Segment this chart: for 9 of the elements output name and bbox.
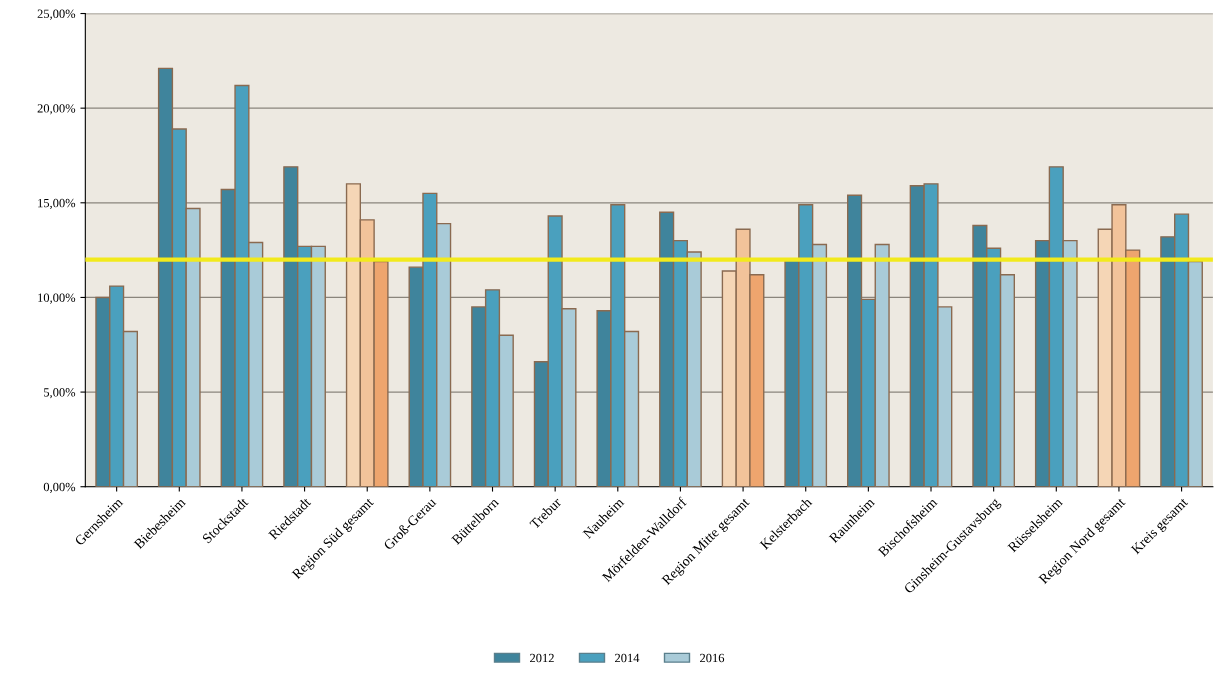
y-tick-label: 0,00% — [43, 482, 76, 493]
legend-label: 2012 — [530, 653, 554, 663]
y-tick-label: 20,00% — [37, 104, 76, 115]
y-tick-label: 15,00% — [38, 198, 76, 210]
y-tick-label: 5,00% — [44, 388, 76, 399]
y-tick-label: 25,00% — [37, 9, 76, 20]
y-tick-label: 10,00% — [38, 293, 76, 304]
legend-label: 2016 — [700, 653, 725, 663]
legend-label: 2014 — [615, 653, 640, 663]
